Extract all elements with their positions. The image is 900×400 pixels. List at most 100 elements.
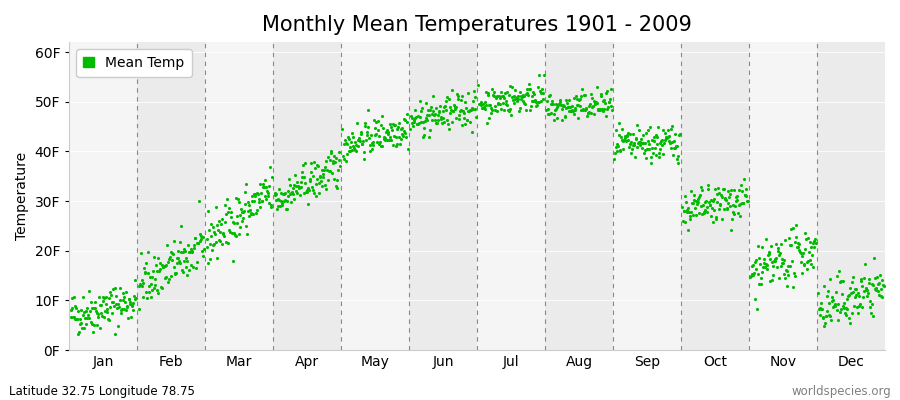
Point [366, 117, 381, 124]
Point [239, 231, 254, 238]
Point [304, 169, 319, 175]
Point [603, 86, 617, 92]
Point [205, 242, 220, 248]
Point [448, 106, 463, 112]
Point [287, 196, 302, 202]
Point [547, 111, 562, 117]
Point [90, 322, 104, 329]
Point [665, 139, 680, 146]
Point [106, 286, 121, 292]
Point [307, 190, 321, 196]
Point [105, 298, 120, 305]
Point [688, 196, 702, 203]
Point [423, 127, 437, 134]
Point [381, 129, 395, 136]
Point [365, 138, 380, 145]
Point [846, 273, 860, 280]
Point [832, 309, 847, 316]
Point [278, 190, 293, 196]
Point [724, 227, 738, 233]
Point [173, 260, 187, 267]
Point [752, 281, 767, 288]
Point [176, 249, 191, 256]
Bar [749, 42, 817, 350]
Point [158, 275, 172, 281]
Point [87, 298, 102, 305]
Point [338, 137, 352, 143]
Point [670, 160, 685, 166]
Point [424, 104, 438, 110]
Point [479, 89, 493, 95]
Point [613, 147, 627, 154]
Point [370, 139, 384, 146]
Point [838, 310, 852, 316]
Point [180, 258, 194, 264]
Point [146, 268, 160, 274]
Point [868, 275, 882, 282]
Point [361, 106, 375, 113]
Point [274, 200, 289, 206]
Point [208, 231, 222, 237]
Point [102, 294, 116, 301]
Point [789, 234, 804, 241]
Point [584, 110, 598, 116]
Point [772, 252, 787, 258]
Point [502, 92, 517, 98]
Point [593, 107, 608, 113]
Point [302, 185, 316, 192]
Point [752, 255, 766, 261]
Point [132, 306, 147, 312]
Point [760, 251, 775, 258]
Point [78, 315, 93, 321]
Point [739, 193, 753, 200]
Point [610, 141, 625, 148]
Point [436, 115, 450, 122]
Point [679, 198, 693, 205]
Point [831, 317, 845, 323]
Point [450, 91, 464, 97]
Point [774, 241, 788, 248]
Point [647, 138, 662, 144]
Point [474, 102, 489, 108]
Point [137, 265, 151, 271]
Point [419, 100, 434, 106]
Point [136, 294, 150, 300]
Point [162, 256, 176, 262]
Point [788, 273, 802, 279]
Point [482, 102, 497, 108]
Point [382, 131, 396, 137]
Point [802, 248, 816, 255]
Point [792, 246, 806, 253]
Point [69, 316, 84, 322]
Point [80, 315, 94, 321]
Point [348, 142, 363, 148]
Point [484, 107, 499, 114]
Point [458, 98, 473, 105]
Point [167, 270, 182, 276]
Point [425, 110, 439, 117]
Point [296, 161, 310, 168]
Point [567, 110, 581, 117]
Point [171, 255, 185, 261]
Point [288, 172, 302, 178]
Point [762, 249, 777, 256]
Point [706, 219, 720, 225]
Point [696, 202, 710, 208]
Point [744, 263, 759, 269]
Point [316, 174, 330, 180]
Point [460, 117, 474, 124]
Point [779, 268, 794, 274]
Point [784, 226, 798, 232]
Point [666, 138, 680, 144]
Point [437, 119, 452, 125]
Point [796, 270, 810, 276]
Point [418, 115, 433, 121]
Point [405, 115, 419, 121]
Point [545, 98, 560, 105]
Point [487, 93, 501, 100]
Point [526, 89, 540, 95]
Point [842, 291, 857, 298]
Point [121, 304, 135, 310]
Point [587, 111, 601, 117]
Point [491, 92, 506, 99]
